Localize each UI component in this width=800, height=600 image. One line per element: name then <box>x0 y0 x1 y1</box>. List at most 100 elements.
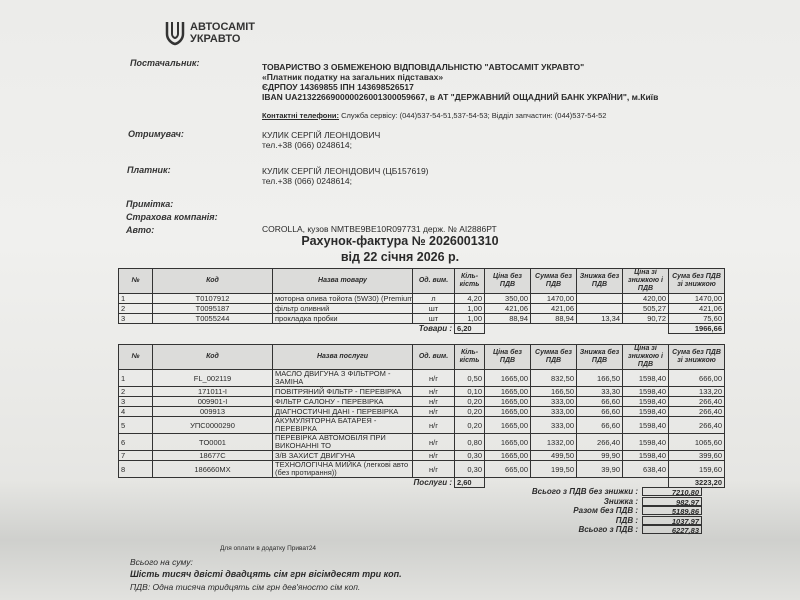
supplier-label: Постачальник: <box>130 58 200 68</box>
table-row: 2 T0095187 фільтр оливний шт 1,00 421,06 421,0… <box>118 303 725 314</box>
payer-label: Платник: <box>127 165 171 175</box>
name-cell: ДІАГНОСТИЧНІ ДАНІ - ПЕРЕВІРКА <box>272 406 413 417</box>
discount-cell: 66,60 <box>576 406 623 417</box>
totals-value: 7210,80 <box>642 487 702 497</box>
sum-cell: 166,50 <box>530 386 577 397</box>
row-number-cell: 3 <box>118 313 153 324</box>
column-header: № <box>118 268 153 294</box>
column-header: Ціна зі знижкою і ПДВ <box>622 344 669 370</box>
row-number-cell: 8 <box>118 460 153 478</box>
header-row: № Код Назва послуги Од. вим. Кіль-кість Ціна … <box>118 344 725 370</box>
code-cell: T0055244 <box>152 313 273 324</box>
unit-cell: н/г <box>412 369 455 387</box>
price-with-discount-cell: 1598,40 <box>622 416 669 434</box>
column-header: Од. вим. <box>412 268 455 294</box>
sum-cell: 88,94 <box>530 313 577 324</box>
name-cell: моторна олива тойота (5W30) (Premium <box>272 293 413 304</box>
price-cell: 1665,00 <box>484 396 531 407</box>
price-with-discount-cell: 1598,40 <box>622 450 669 461</box>
quantity-cell: 0,20 <box>454 416 485 434</box>
header-row: № Код Назва товару Од. вим. Кіль-кість Ціна б… <box>118 268 725 294</box>
totals-value: 6227,83 <box>642 525 702 535</box>
sum-with-discount-cell: 159,60 <box>668 460 725 478</box>
totals-label: Всього з ПДВ без знижки : <box>531 487 638 497</box>
price-with-discount-cell: 420,00 <box>622 293 669 304</box>
row-number-cell: 1 <box>118 293 153 304</box>
discount-cell: 13,34 <box>576 313 623 324</box>
invoice-date: від 22 січня 2026 р. <box>340 250 460 264</box>
unit-cell: н/г <box>412 460 455 478</box>
totals-label: Всього з ПДВ : <box>578 525 638 535</box>
sum-cell: 333,00 <box>530 396 577 407</box>
quantity-cell: 1,00 <box>454 313 485 324</box>
total-sum: 1966,66 <box>668 323 725 334</box>
row-number-cell: 1 <box>118 369 153 387</box>
price-cell: 421,06 <box>484 303 531 314</box>
sum-with-discount-cell: 1065,60 <box>668 433 725 451</box>
quantity-cell: 0,30 <box>454 460 485 478</box>
sum-label: Всього на суму: <box>130 557 193 567</box>
name-cell: ФІЛЬТР САЛОНУ - ПЕРЕВІРКА <box>272 396 413 407</box>
sum-with-discount-cell: 399,60 <box>668 450 725 461</box>
total-label: Товари : <box>418 324 452 334</box>
price-cell: 1665,00 <box>484 406 531 417</box>
name-cell: МАСЛО ДВИГУНА З ФІЛЬТРОМ - ЗАМІНА <box>272 369 413 387</box>
goods-table: № Код Назва товару Од. вим. Кіль-кість Ціна б… <box>118 268 725 334</box>
totals-row: Всього з ПДВ без знижки : 7210,80 <box>430 487 702 497</box>
column-header: Ціна без ПДВ <box>484 344 531 370</box>
column-header: Код <box>152 344 273 370</box>
column-header: Од. вим. <box>412 344 455 370</box>
discount-cell: 99,90 <box>576 450 623 461</box>
price-with-discount-cell: 1598,40 <box>622 396 669 407</box>
unit-cell: л <box>412 293 455 304</box>
discount-cell: 266,40 <box>576 433 623 451</box>
column-header: Кіль-кість <box>454 344 485 370</box>
recipient-phone: тел.+38 (066) 0248614; <box>262 140 353 150</box>
logo-line2: УКРАВТО <box>190 33 241 45</box>
code-cell: 186660MX <box>152 460 273 478</box>
unit-cell: н/г <box>412 386 455 397</box>
price-with-discount-cell: 1598,40 <box>622 386 669 397</box>
sum-cell: 1332,00 <box>530 433 577 451</box>
discount-cell: 33,30 <box>576 386 623 397</box>
discount-cell: 66,60 <box>576 416 623 434</box>
logo-line1: АВТОСАМІТ <box>190 21 256 33</box>
sum-cell: 199,50 <box>530 460 577 478</box>
price-cell: 1665,00 <box>484 369 531 387</box>
unit-cell: н/г <box>412 433 455 451</box>
price-cell: 350,00 <box>484 293 531 304</box>
price-with-discount-cell: 1598,40 <box>622 369 669 387</box>
totals-value: 1037,97 <box>642 515 702 526</box>
total-quantity: 2,60 <box>454 477 485 488</box>
invoice-title: Рахунок-фактура № 2026001310 <box>301 234 499 248</box>
discount-cell <box>576 293 623 304</box>
auto-value: COROLLA, кузов NMTBE9BE10R097731 держ. №… <box>262 224 497 234</box>
column-header: Сумма без ПДВ <box>530 268 577 294</box>
supplier-iban: IBAN UA213226690000026001300059667, в АТ… <box>262 92 659 102</box>
unit-cell: шт <box>412 313 455 324</box>
auto-label: Авто: <box>126 225 155 235</box>
column-header: Назва послуги <box>272 344 413 370</box>
totals-label: Разом без ПДВ : <box>573 506 638 516</box>
name-cell: З/В ЗАХИСТ ДВИГУНА <box>272 450 413 461</box>
total-sum: 3223,20 <box>668 477 725 488</box>
column-header: Ціна без ПДВ <box>484 268 531 294</box>
column-header: Знижка без ПДВ <box>576 344 623 370</box>
total-label: Послуги : <box>413 478 452 488</box>
sum-with-discount-cell: 421,06 <box>668 303 725 314</box>
column-header: Назва товару <box>272 268 413 294</box>
company-logo: АВТОСАМІТ УКРАВТО <box>165 20 255 46</box>
name-cell: прокладка пробки <box>272 313 413 324</box>
quantity-cell: 0,20 <box>454 406 485 417</box>
discount-cell <box>576 303 623 314</box>
column-header: Ціна зі знижкою і ПДВ <box>622 268 669 294</box>
privat-note: Для оплати в додатку Приват24 <box>220 545 317 552</box>
sum-with-discount-cell: 266,40 <box>668 416 725 434</box>
table-row: 7 18677C З/В ЗАХИСТ ДВИГУНА н/г 0,30 1665,00 4… <box>118 450 725 461</box>
row-number-cell: 2 <box>118 386 153 397</box>
unit-cell: н/г <box>412 416 455 434</box>
totals-row: ПДВ : 1037,97 <box>430 515 702 526</box>
unit-cell: шт <box>412 303 455 314</box>
quantity-cell: 0,20 <box>454 396 485 407</box>
